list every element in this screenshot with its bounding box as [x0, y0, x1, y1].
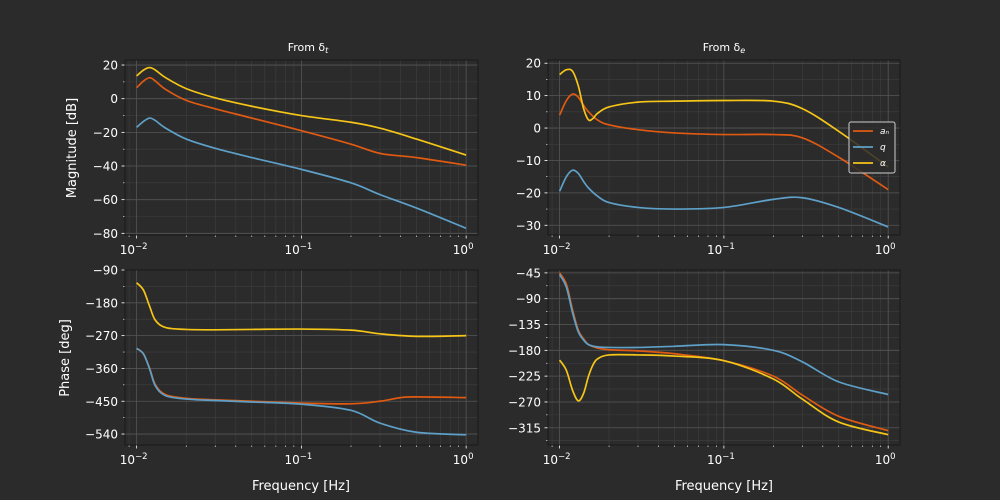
x-tick-label-exponent: 0	[890, 242, 895, 252]
y-tick-label: −80	[93, 227, 118, 241]
series-line-alpha	[136, 282, 467, 338]
y-tick-label: −90	[93, 264, 118, 278]
series-line-q	[136, 347, 467, 436]
axes-phase-delta-t: 10−2 10−1 100−90−180−270−360−450−540	[85, 264, 479, 467]
series-line-q	[558, 169, 889, 228]
x-tick-label-exponent: −1	[722, 242, 735, 252]
axes-frame	[547, 269, 901, 446]
y-tick-label: −270	[508, 395, 541, 409]
y-tick-label: −450	[85, 395, 118, 409]
series-line-q	[136, 117, 467, 230]
title-from-delta-t: From δt	[288, 41, 329, 55]
y-tick-label: −180	[85, 296, 118, 310]
x-tick-label-exponent: −1	[300, 452, 313, 462]
y-tick-label: −360	[85, 362, 118, 376]
xlabel-frequency-left: Frequency [Hz]	[252, 479, 350, 494]
y-tick-label: 20	[103, 59, 118, 73]
x-tick-label-exponent: −2	[558, 242, 571, 252]
x-tick-label-exponent: −1	[300, 242, 313, 252]
series-line-alpha	[136, 66, 467, 156]
x-tick-label-exponent: −1	[722, 452, 735, 462]
y-tick-label: −20	[516, 186, 541, 200]
series-line-q	[558, 274, 889, 396]
y-tick-label: 10	[526, 89, 541, 103]
legend-label-q: q	[880, 143, 886, 153]
y-tick-label: 0	[110, 92, 118, 106]
y-tick-label: −270	[85, 329, 118, 343]
title-from-delta-e: From δe	[703, 41, 745, 55]
y-tick-label: −60	[93, 193, 118, 207]
legend: aₙ q α	[848, 121, 896, 174]
axes-frame	[124, 269, 479, 446]
y-tick-label: −315	[508, 421, 541, 435]
y-tick-label: −10	[516, 154, 541, 168]
xlabel-frequency-right: Frequency [Hz]	[675, 479, 773, 494]
y-tick-label: −135	[508, 318, 541, 332]
x-tick-label-exponent: 0	[468, 242, 473, 252]
legend-label-an: aₙ	[880, 127, 890, 137]
y-tick-label: −90	[516, 292, 541, 306]
x-tick-label-exponent: 0	[890, 452, 895, 462]
ylabel-magnitude: Magnitude [dB]	[65, 98, 80, 198]
y-tick-label: −40	[93, 160, 118, 174]
legend-label-alpha: α	[880, 159, 886, 169]
y-tick-label: −180	[508, 344, 541, 358]
x-tick-label-exponent: 0	[468, 452, 473, 462]
y-tick-label: −225	[508, 370, 541, 384]
x-tick-label-exponent: −2	[558, 452, 571, 462]
y-tick-label: −540	[85, 428, 118, 442]
axes-frame	[547, 59, 901, 236]
axes-phase-delta-e: 10−2 10−1 100−45−90−135−180−225−270−315	[508, 266, 901, 467]
axes-frame	[124, 59, 479, 236]
series-line-an	[558, 93, 889, 191]
y-tick-label: 20	[526, 57, 541, 71]
series-line-alpha	[558, 353, 889, 436]
ylabel-phase: Phase [deg]	[58, 319, 73, 397]
series-line-alpha	[559, 68, 889, 168]
y-tick-label: −45	[516, 266, 541, 280]
y-tick-label: −20	[93, 126, 118, 140]
series-line-an	[136, 76, 467, 167]
y-tick-label: −30	[516, 219, 541, 233]
y-tick-label: 0	[533, 122, 541, 136]
x-tick-label-exponent: −2	[135, 452, 148, 462]
x-tick-label-exponent: −2	[135, 242, 148, 252]
